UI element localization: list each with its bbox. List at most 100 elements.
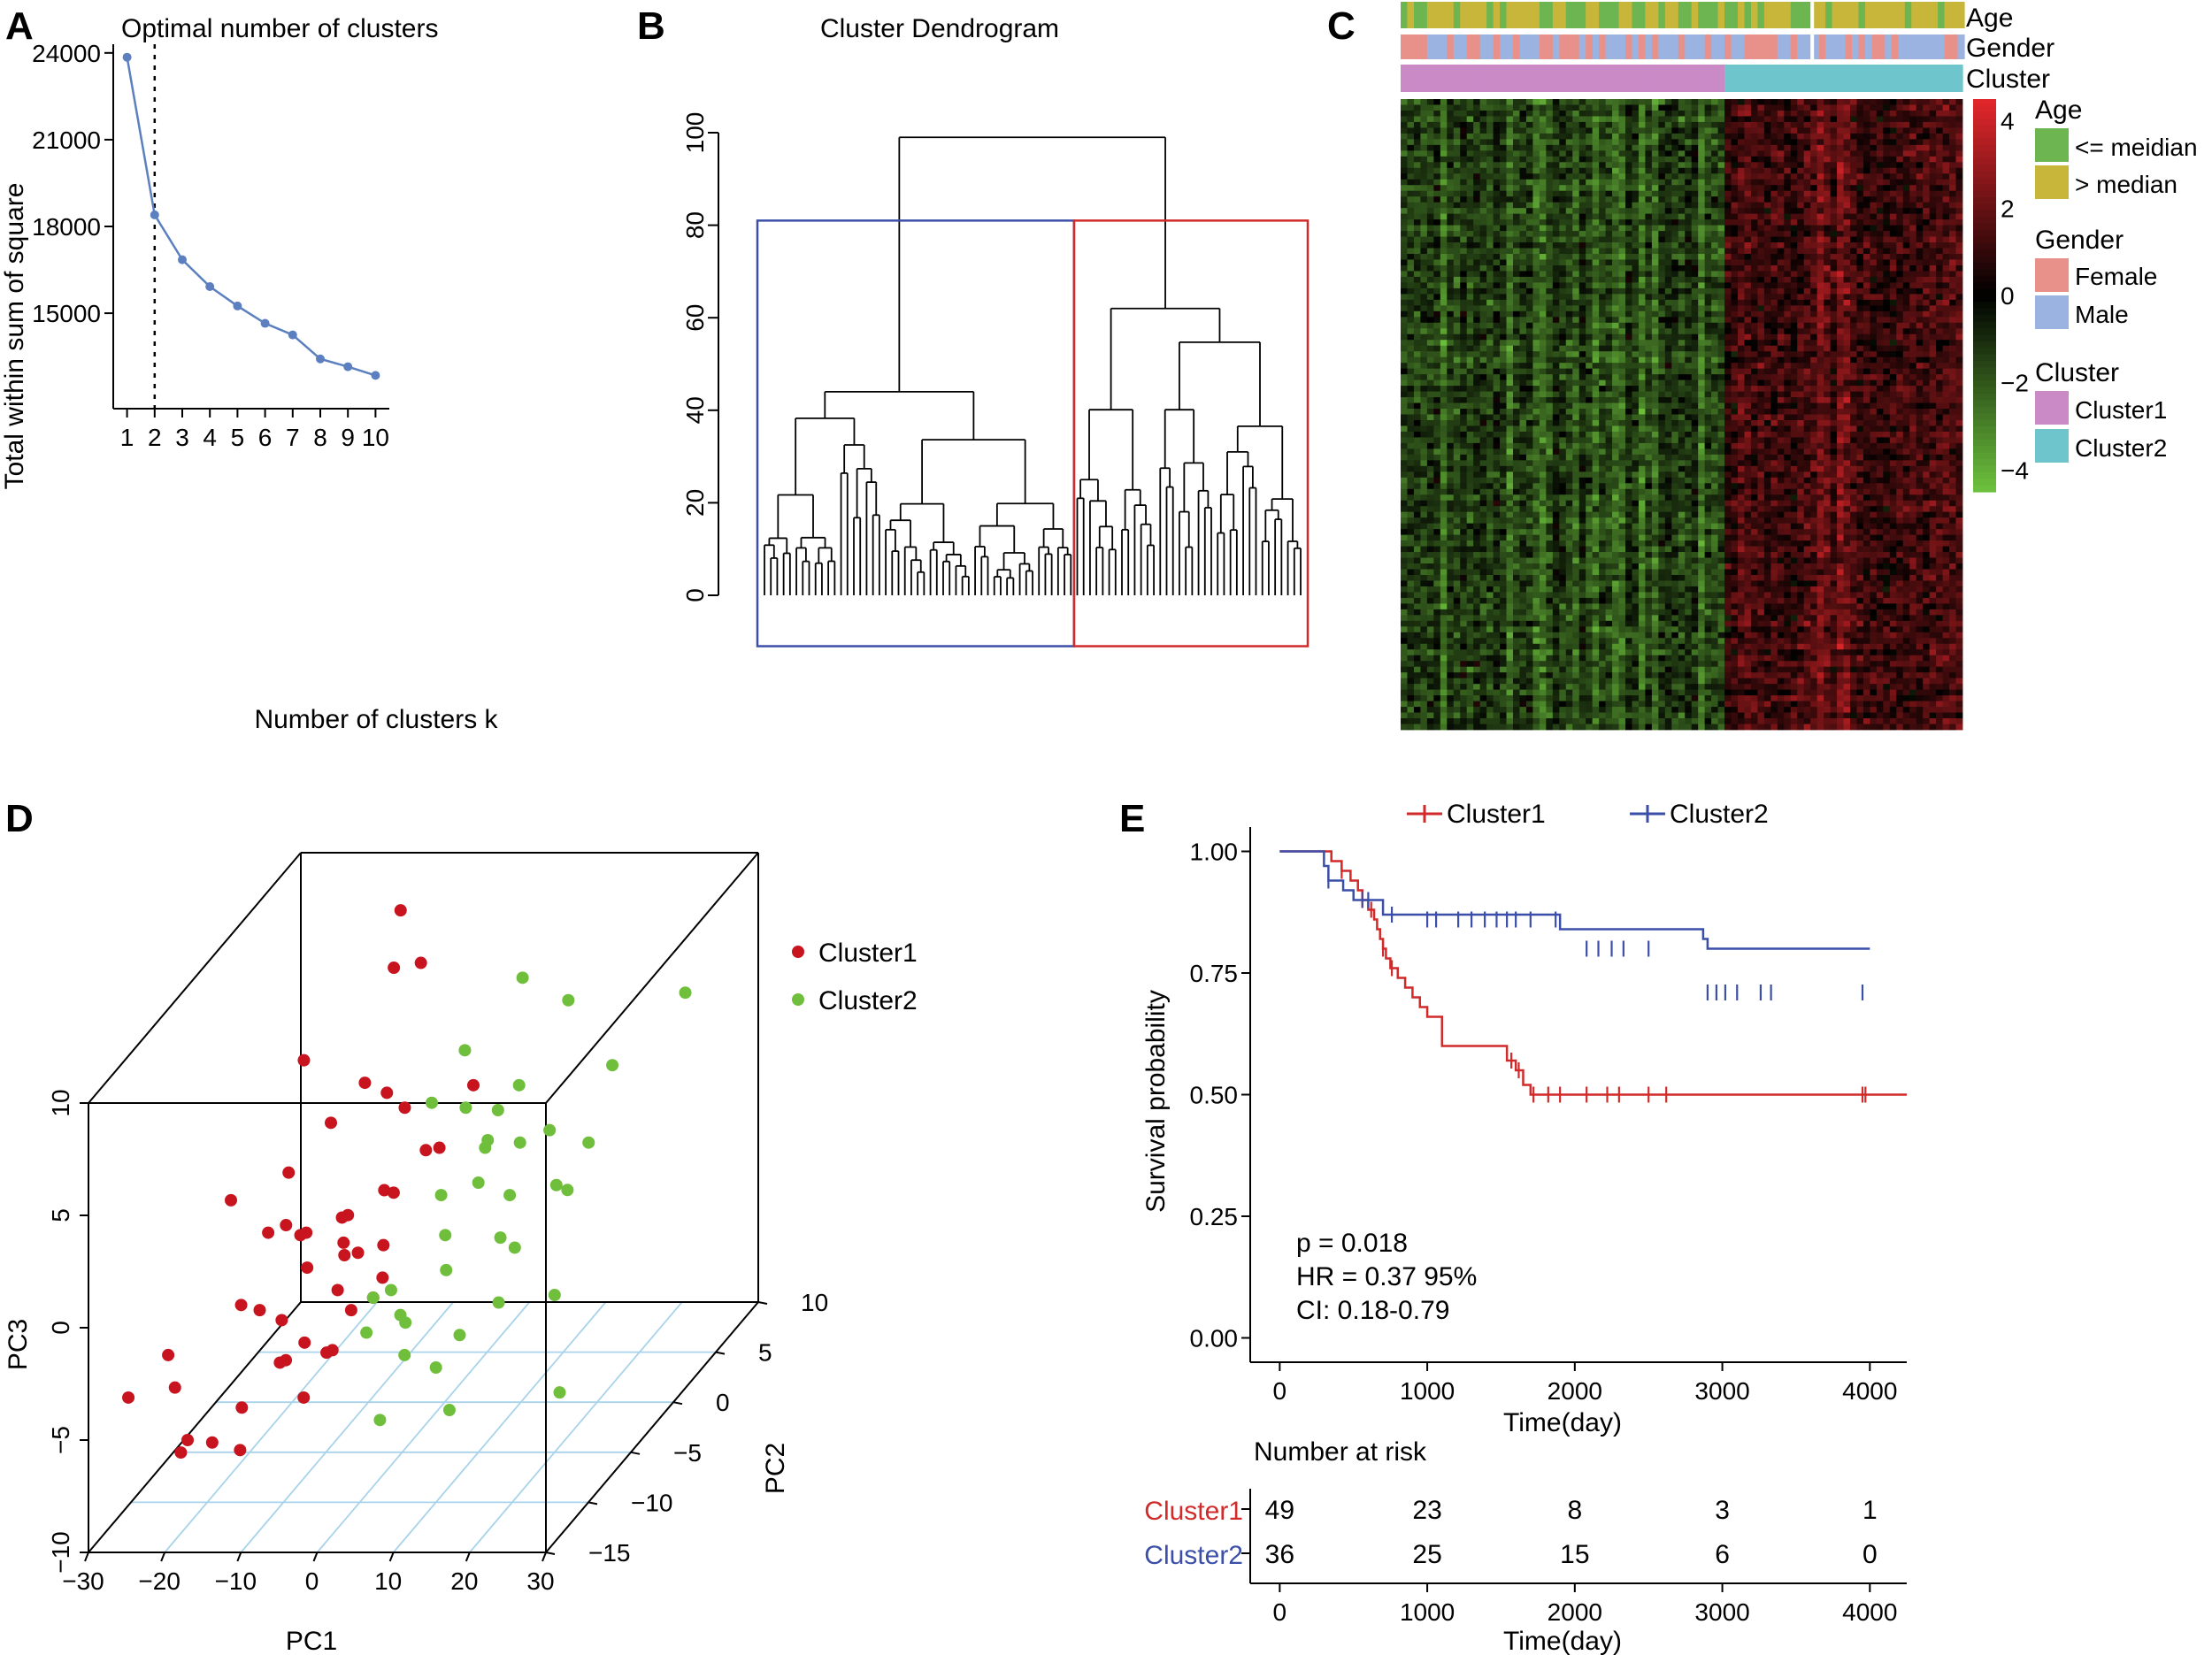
heatmap-cell bbox=[1525, 179, 1533, 186]
heatmap-cell bbox=[1770, 162, 1778, 169]
annotation-cluster-cell bbox=[1929, 65, 1937, 92]
heatmap-cell bbox=[1923, 116, 1931, 123]
heatmap-cell bbox=[1916, 116, 1924, 123]
heatmap-cell bbox=[1466, 264, 1474, 272]
panel-b-y-tick-label: 100 bbox=[681, 112, 709, 154]
heatmap-cell bbox=[1486, 133, 1494, 140]
heatmap-cell bbox=[1757, 248, 1765, 255]
heatmap-cell bbox=[1704, 305, 1712, 312]
heatmap-cell bbox=[1559, 133, 1567, 140]
heatmap-cell bbox=[1401, 345, 1408, 352]
annotation-age-cell bbox=[1519, 2, 1527, 28]
heatmap-cell bbox=[1671, 156, 1679, 163]
heatmap-cell bbox=[1453, 173, 1461, 180]
heatmap-cell bbox=[1863, 317, 1870, 324]
heatmap-cell bbox=[1664, 374, 1672, 381]
heatmap-cell bbox=[1678, 287, 1686, 295]
heatmap-cell bbox=[1837, 99, 1844, 105]
heatmap-cell bbox=[1493, 127, 1501, 134]
heatmap-cell bbox=[1413, 305, 1421, 312]
heatmap-cell bbox=[1645, 340, 1653, 347]
heatmap-cell bbox=[1909, 271, 1917, 278]
heatmap-cell bbox=[1618, 259, 1626, 266]
heatmap-cell bbox=[1902, 236, 1910, 243]
heatmap-cell bbox=[1678, 121, 1686, 128]
heatmap-cell bbox=[1638, 328, 1646, 335]
heatmap-cell bbox=[1658, 322, 1666, 329]
heatmap-cell bbox=[1685, 225, 1693, 232]
heatmap-cell bbox=[1923, 110, 1931, 117]
annotation-age-cell bbox=[1500, 2, 1508, 28]
annotation-age-cell bbox=[1664, 2, 1672, 28]
heatmap-cell bbox=[1519, 340, 1527, 347]
heatmap-cell bbox=[1923, 299, 1931, 306]
heatmap-cell bbox=[1856, 305, 1864, 312]
heatmap-cell bbox=[1664, 271, 1672, 278]
heatmap-cell bbox=[1757, 162, 1765, 169]
heatmap-cell bbox=[1889, 259, 1897, 266]
heatmap-cell bbox=[1763, 185, 1771, 192]
heatmap-cell bbox=[1479, 99, 1487, 105]
heatmap-cell bbox=[1738, 259, 1745, 266]
annotation-gender-cell bbox=[1546, 34, 1554, 59]
heatmap-cell bbox=[1790, 351, 1798, 358]
heatmap-cell bbox=[1750, 317, 1758, 324]
heatmap-cell bbox=[1506, 287, 1514, 295]
heatmap-cell bbox=[1426, 127, 1434, 134]
heatmap-cell bbox=[1592, 264, 1600, 272]
heatmap-cell bbox=[1486, 144, 1494, 151]
annotation-cluster-cell bbox=[1513, 65, 1521, 92]
heatmap-cell bbox=[1810, 259, 1818, 266]
heatmap-cell bbox=[1506, 144, 1514, 151]
heatmap-cell bbox=[1750, 185, 1758, 192]
heatmap-cell bbox=[1407, 167, 1415, 174]
heatmap-cell bbox=[1790, 340, 1798, 347]
heatmap-cell bbox=[1645, 127, 1653, 134]
heatmap-cell bbox=[1572, 317, 1580, 324]
heatmap-cell bbox=[1929, 322, 1937, 329]
heatmap-cell bbox=[1803, 213, 1811, 220]
heatmap-cell bbox=[1625, 133, 1632, 140]
heatmap-cell bbox=[1870, 386, 1878, 392]
heatmap-cell bbox=[1724, 248, 1732, 255]
heatmap-cell bbox=[1770, 139, 1778, 146]
heatmap-cell bbox=[1645, 156, 1653, 163]
heatmap-cell bbox=[1440, 213, 1448, 220]
heatmap-cell bbox=[1532, 179, 1540, 186]
heatmap-cell bbox=[1942, 127, 1950, 134]
heatmap-cell bbox=[1731, 374, 1739, 381]
heatmap-cell bbox=[1618, 379, 1626, 387]
heatmap-cell bbox=[1578, 121, 1586, 128]
heatmap-cell bbox=[1473, 254, 1481, 260]
heatmap-cell bbox=[1724, 213, 1732, 220]
heatmap-cell bbox=[1466, 294, 1474, 301]
heatmap-cell bbox=[1850, 116, 1857, 123]
heatmap-cell bbox=[1479, 242, 1487, 249]
heatmap-cell bbox=[1479, 351, 1487, 358]
heatmap-cell bbox=[1923, 368, 1931, 375]
heatmap-cell bbox=[1863, 356, 1870, 364]
annotation-age-cell bbox=[1473, 2, 1481, 28]
heatmap-cell bbox=[1525, 133, 1533, 140]
heatmap-cell bbox=[1909, 173, 1917, 180]
annotation-gender-cell bbox=[1724, 34, 1732, 59]
heatmap-cell bbox=[1744, 219, 1752, 226]
heatmap-cell bbox=[1612, 282, 1619, 289]
heatmap-cell bbox=[1923, 317, 1931, 324]
heatmap-cell bbox=[1460, 133, 1468, 140]
heatmap-cell bbox=[1625, 259, 1632, 266]
annotation-age-cell bbox=[1951, 2, 1959, 28]
heatmap-cell bbox=[1738, 340, 1745, 347]
heatmap-cell bbox=[1519, 333, 1527, 341]
heatmap-cell bbox=[1949, 213, 1956, 220]
heatmap-cell bbox=[1711, 391, 1718, 398]
heatmap-cell bbox=[1909, 356, 1917, 364]
heatmap-cell bbox=[1460, 127, 1468, 134]
heatmap-cell bbox=[1902, 208, 1910, 215]
heatmap-cell bbox=[1658, 379, 1666, 387]
heatmap-cell bbox=[1850, 139, 1857, 146]
heatmap-cell bbox=[1850, 121, 1857, 128]
heatmap-cell bbox=[1664, 310, 1672, 318]
heatmap-cell bbox=[1810, 282, 1818, 289]
heatmap-cell bbox=[1942, 225, 1950, 232]
